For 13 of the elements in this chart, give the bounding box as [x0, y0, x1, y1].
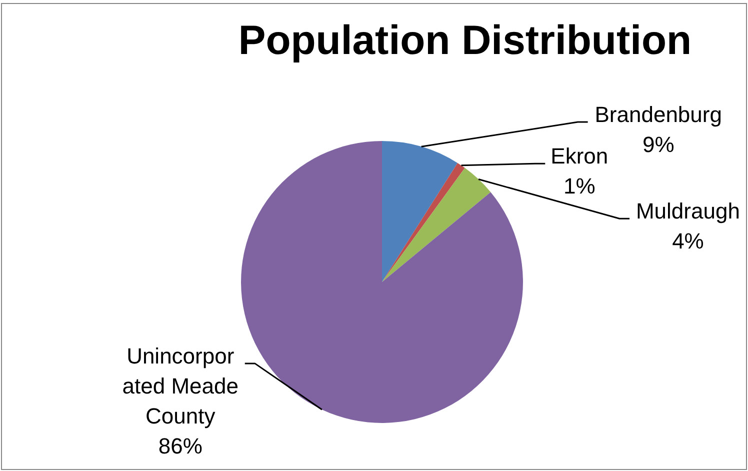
data-label: 1%	[564, 174, 596, 199]
pie-slice	[241, 141, 523, 423]
chart-title: Population Distribution	[237, 17, 693, 63]
pie-slice	[382, 162, 465, 282]
data-label: 9%	[642, 132, 674, 158]
slice-label: Ekron	[550, 144, 608, 169]
data-label: 86%	[158, 433, 202, 458]
slice-label: Brandenburg	[594, 102, 722, 128]
slice-label: Muldraugh	[636, 198, 740, 224]
data-label: 4%	[672, 228, 704, 254]
pie-slice	[382, 141, 458, 282]
slice-label: Unincorporated Meade County	[122, 343, 238, 428]
pie-slice	[382, 168, 491, 282]
